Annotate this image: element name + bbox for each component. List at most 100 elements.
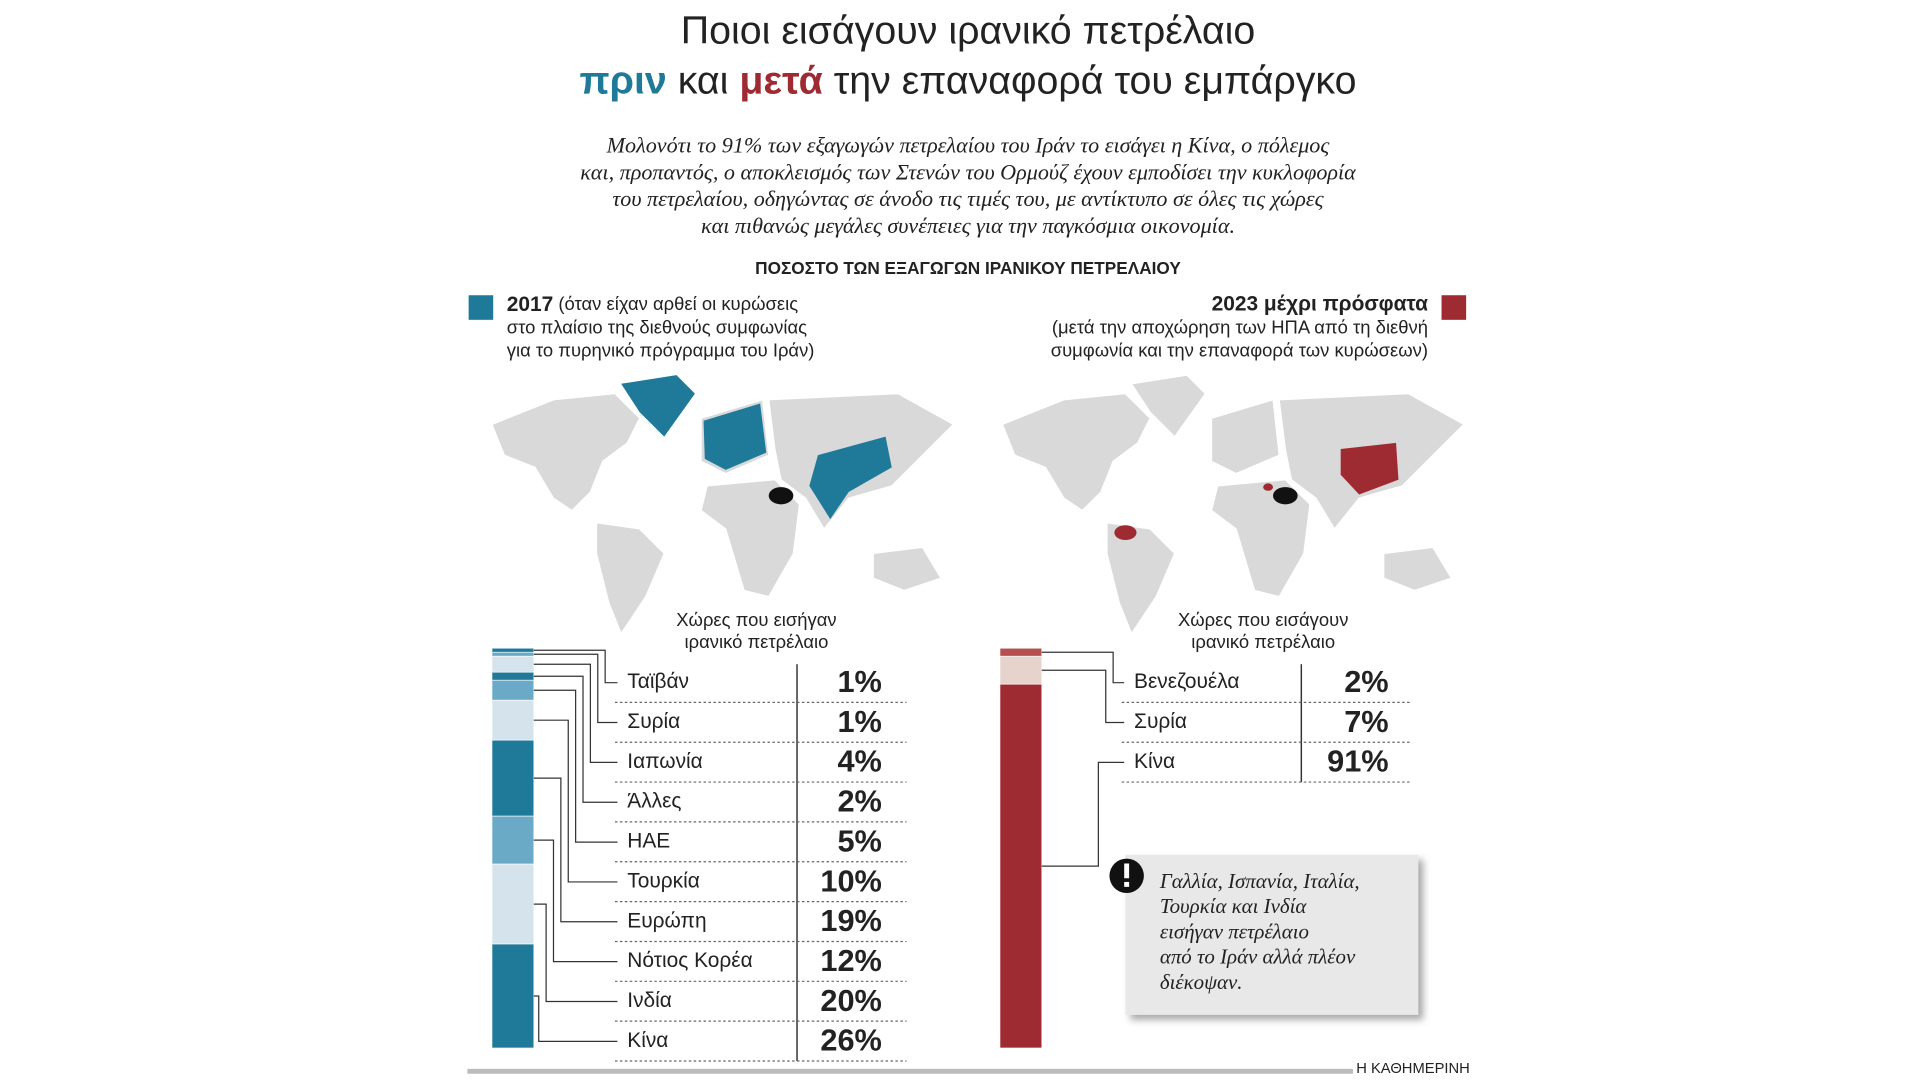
title-after: μετά [739, 59, 822, 103]
intro-line: του πετρελαίου, οδηγώντας σε άνοδο τις τ… [612, 186, 1324, 211]
bar-segment [491, 815, 535, 865]
leader-line [533, 719, 618, 883]
country-label: Κίνα [1134, 750, 1175, 773]
legend-line: 2017 (όταν είχαν αρθεί οι κυρώσεις [507, 293, 798, 316]
country-label: Ιαπωνία [627, 750, 702, 773]
world-map [491, 374, 954, 635]
country-label: Ταϊβάν [627, 670, 689, 693]
bar-segment [491, 655, 535, 673]
country-label: Συρία [627, 710, 680, 733]
note: Γαλλία, Ισπανία, Ιταλία,Τουρκία και Ινδί… [1109, 854, 1419, 1015]
note-line: εισήγαν πετρέλαιο [1160, 919, 1309, 943]
note-line: διέκοψαν. [1160, 970, 1243, 994]
table-title: Χώρες που εισάγουν [1178, 609, 1348, 630]
value-label: 20% [820, 983, 882, 1018]
map-2017 [491, 374, 954, 635]
map-highlight [1340, 442, 1399, 495]
table-title: ιρανικό πετρέλαιο [685, 631, 829, 652]
note-line: από το Ιράν αλλά πλέον [1160, 945, 1356, 969]
note-text: Γαλλία, Ισπανία, Ιταλία,Τουρκία και Ινδί… [1159, 869, 1360, 994]
leader-line [1041, 651, 1125, 684]
value-label: 2% [1344, 664, 1388, 699]
value-label: 2% [837, 784, 881, 819]
country-label: Τουρκία [627, 869, 700, 892]
map-2023 [1001, 374, 1465, 635]
legend-year: 2017 [507, 293, 553, 316]
value-label: 5% [837, 823, 881, 858]
leader-line [533, 653, 618, 724]
note-icon-mark [1124, 863, 1130, 879]
note-line: Τουρκία και Ινδία [1160, 894, 1308, 918]
bar-segment [491, 943, 535, 1049]
leader-line [533, 777, 618, 923]
value-label: 7% [1344, 704, 1388, 739]
note-box [1125, 854, 1419, 1015]
iran [768, 487, 794, 505]
intro-line: Μολονότι το 91% των εξαγωγών πετρελαίου … [606, 133, 1331, 158]
intro-line: και, προπαντός, ο αποκλεισμός των Στενών… [580, 159, 1356, 184]
intro: Μολονότι το 91% των εξαγωγών πετρελαίου … [580, 133, 1356, 238]
legend-title: 2023 μέχρι πρόσφατα [1212, 293, 1429, 316]
note-icon-dot [1124, 881, 1130, 887]
leader-line [1041, 761, 1125, 867]
country-label: Συρία [1134, 710, 1187, 733]
title-rest: την επαναφορά του εμπάργκο [834, 59, 1357, 103]
leader-line [533, 839, 618, 963]
country-label: Βενεζουέλα [1134, 670, 1239, 693]
map-highlight [1263, 483, 1274, 491]
source: Η ΚΑΘΗΜΕΡΙΝΗ [1356, 1061, 1470, 1077]
bar-segment [491, 671, 535, 681]
country-label: Ευρώπη [627, 909, 706, 932]
value-label: 12% [820, 943, 882, 978]
world-map [1001, 374, 1465, 635]
map-highlight [621, 375, 695, 437]
bar-segment [491, 651, 535, 657]
leader-line [533, 649, 618, 684]
bar-segment [999, 683, 1043, 1049]
value-label: 10% [820, 863, 882, 898]
leader-line [533, 903, 618, 1003]
map-highlight [703, 403, 767, 470]
legend-description: συμφωνία και την επαναφορά των κυρώσεων) [1051, 340, 1428, 361]
note-line: Γαλλία, Ισπανία, Ιταλία, [1159, 869, 1360, 893]
map-highlight [1114, 525, 1137, 540]
value-label: 1% [837, 664, 881, 699]
map-highlight [809, 436, 892, 520]
bar-segment [491, 863, 535, 945]
value-label: 1% [837, 704, 881, 739]
legend-swatch [1441, 295, 1467, 320]
legend-description: (μετά την αποχώρηση των ΗΠΑ από τη διεθν… [1052, 316, 1428, 337]
legend-description: για το πυρηνικό πρόγραμμα του Ιράν) [507, 340, 815, 361]
country-label: Άλλες [627, 790, 681, 813]
bar-segment [491, 739, 535, 817]
section-title: ΠΟΣΟΣΤΟ ΤΩΝ ΕΞΑΓΩΓΩΝ ΙΡΑΝΙΚΟΥ ΠΕΤΡΕΛΑΙΟΥ [755, 258, 1181, 278]
value-label: 4% [837, 744, 881, 779]
intro-line: και πιθανώς μεγάλες συνέπειες για την πα… [701, 213, 1235, 238]
title-line2: πριν και μετά την επαναφορά του εμπάργκο [580, 59, 1357, 103]
title-before: πριν [580, 59, 667, 103]
country-label: Ινδία [627, 989, 672, 1012]
title-and: και [678, 59, 729, 103]
iran [1273, 487, 1298, 505]
legend-description: στο πλαίσιο της διεθνούς συμφωνίας [507, 316, 807, 337]
country-label: Κίνα [627, 1029, 668, 1052]
bar-segment [491, 699, 535, 741]
leader-line [533, 675, 618, 803]
country-label: ΗΑΕ [627, 830, 670, 853]
value-label: 26% [820, 1023, 882, 1058]
table-title: ιρανικό πετρέλαιο [1191, 631, 1335, 652]
leader-line [1041, 669, 1125, 724]
country-label: Νότιος Κορέα [627, 949, 752, 972]
leader-line [533, 689, 618, 843]
table-title: Χώρες που εισήγαν [676, 609, 836, 630]
chart-right: 2023 μέχρι πρόσφατα(μετά την αποχώρηση τ… [999, 293, 1467, 1049]
leader-line [533, 995, 618, 1042]
bar-segment [999, 655, 1043, 685]
value-label: 91% [1327, 744, 1389, 779]
bar-segment [999, 647, 1043, 657]
title-line1: Ποιοι εισάγουν ιρανικό πετρέλαιο [681, 9, 1255, 53]
bar-segment [491, 679, 535, 701]
legend-description: (όταν είχαν αρθεί οι κυρώσεις [558, 293, 798, 314]
